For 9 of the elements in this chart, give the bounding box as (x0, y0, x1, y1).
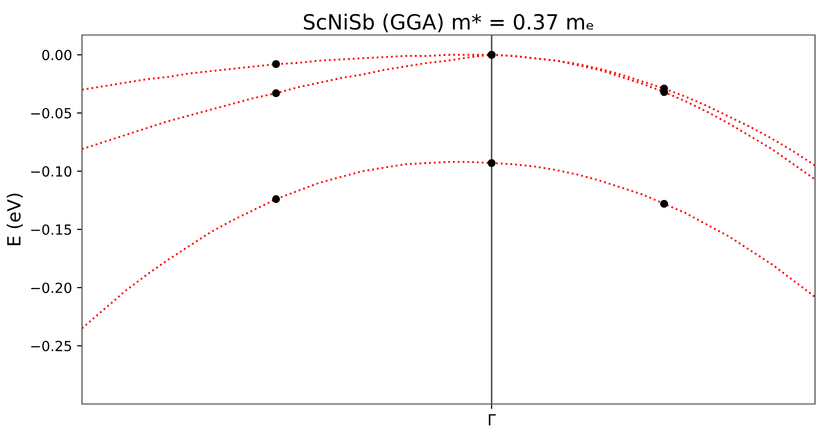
y-tick-label: −0.20 (31, 282, 72, 294)
y-tick-label: −0.05 (31, 108, 72, 118)
chart-title: ScNiSb (GGA) m* = 0.37 mₑ (304, 14, 594, 32)
y-tick-label: −0.25 (31, 340, 72, 352)
y-tick-label: −0.15 (31, 224, 72, 235)
y-tick-label: −0.10 (31, 166, 72, 177)
x-tick-label: Γ (488, 414, 496, 426)
y-axis-title: E (eV) (6, 194, 23, 246)
y-tick-label: 0.00 (42, 50, 72, 60)
